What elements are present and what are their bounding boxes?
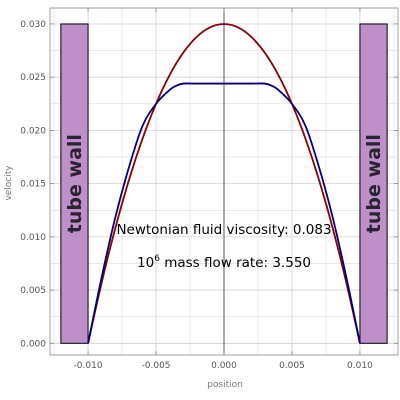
x-tick-label: 0.010 [347,361,373,371]
x-tick-label: 0.000 [211,361,237,371]
x-tick-label: -0.010 [74,361,103,371]
flow-rate-base: 10 [137,255,154,271]
x-tick-label: -0.005 [142,361,171,371]
tube-wall-label-1: tube wall [64,134,86,233]
tube-wall-label-2: tube wall [363,134,385,233]
flow-rate-exponent: 6 [154,254,160,264]
y-tick-label: 0.015 [20,180,46,190]
y-tick-label: 0.010 [20,233,46,243]
y-tick-label: 0.000 [20,339,46,349]
flow-rate-text: mass flow rate: 3.550 [160,255,311,271]
x-tick-label: 0.005 [279,361,305,371]
y-tick-label: 0.030 [20,20,46,30]
series-line-1 [87,23,361,344]
series-line-2 [87,82,361,344]
flow-rate-annotation: 106 mass flow rate: 3.550 [137,254,311,271]
tube-wall-2 [359,23,388,344]
x-axis-title: position [207,380,243,390]
tube-wall-1 [60,23,89,344]
y-tick-label: 0.020 [20,126,46,136]
viscosity-annotation: Newtonian fluid viscosity: 0.083 [116,222,331,238]
y-tick-label: 0.025 [20,73,46,83]
y-axis-title: velocity [4,165,14,201]
y-tick-label: 0.005 [20,286,46,296]
